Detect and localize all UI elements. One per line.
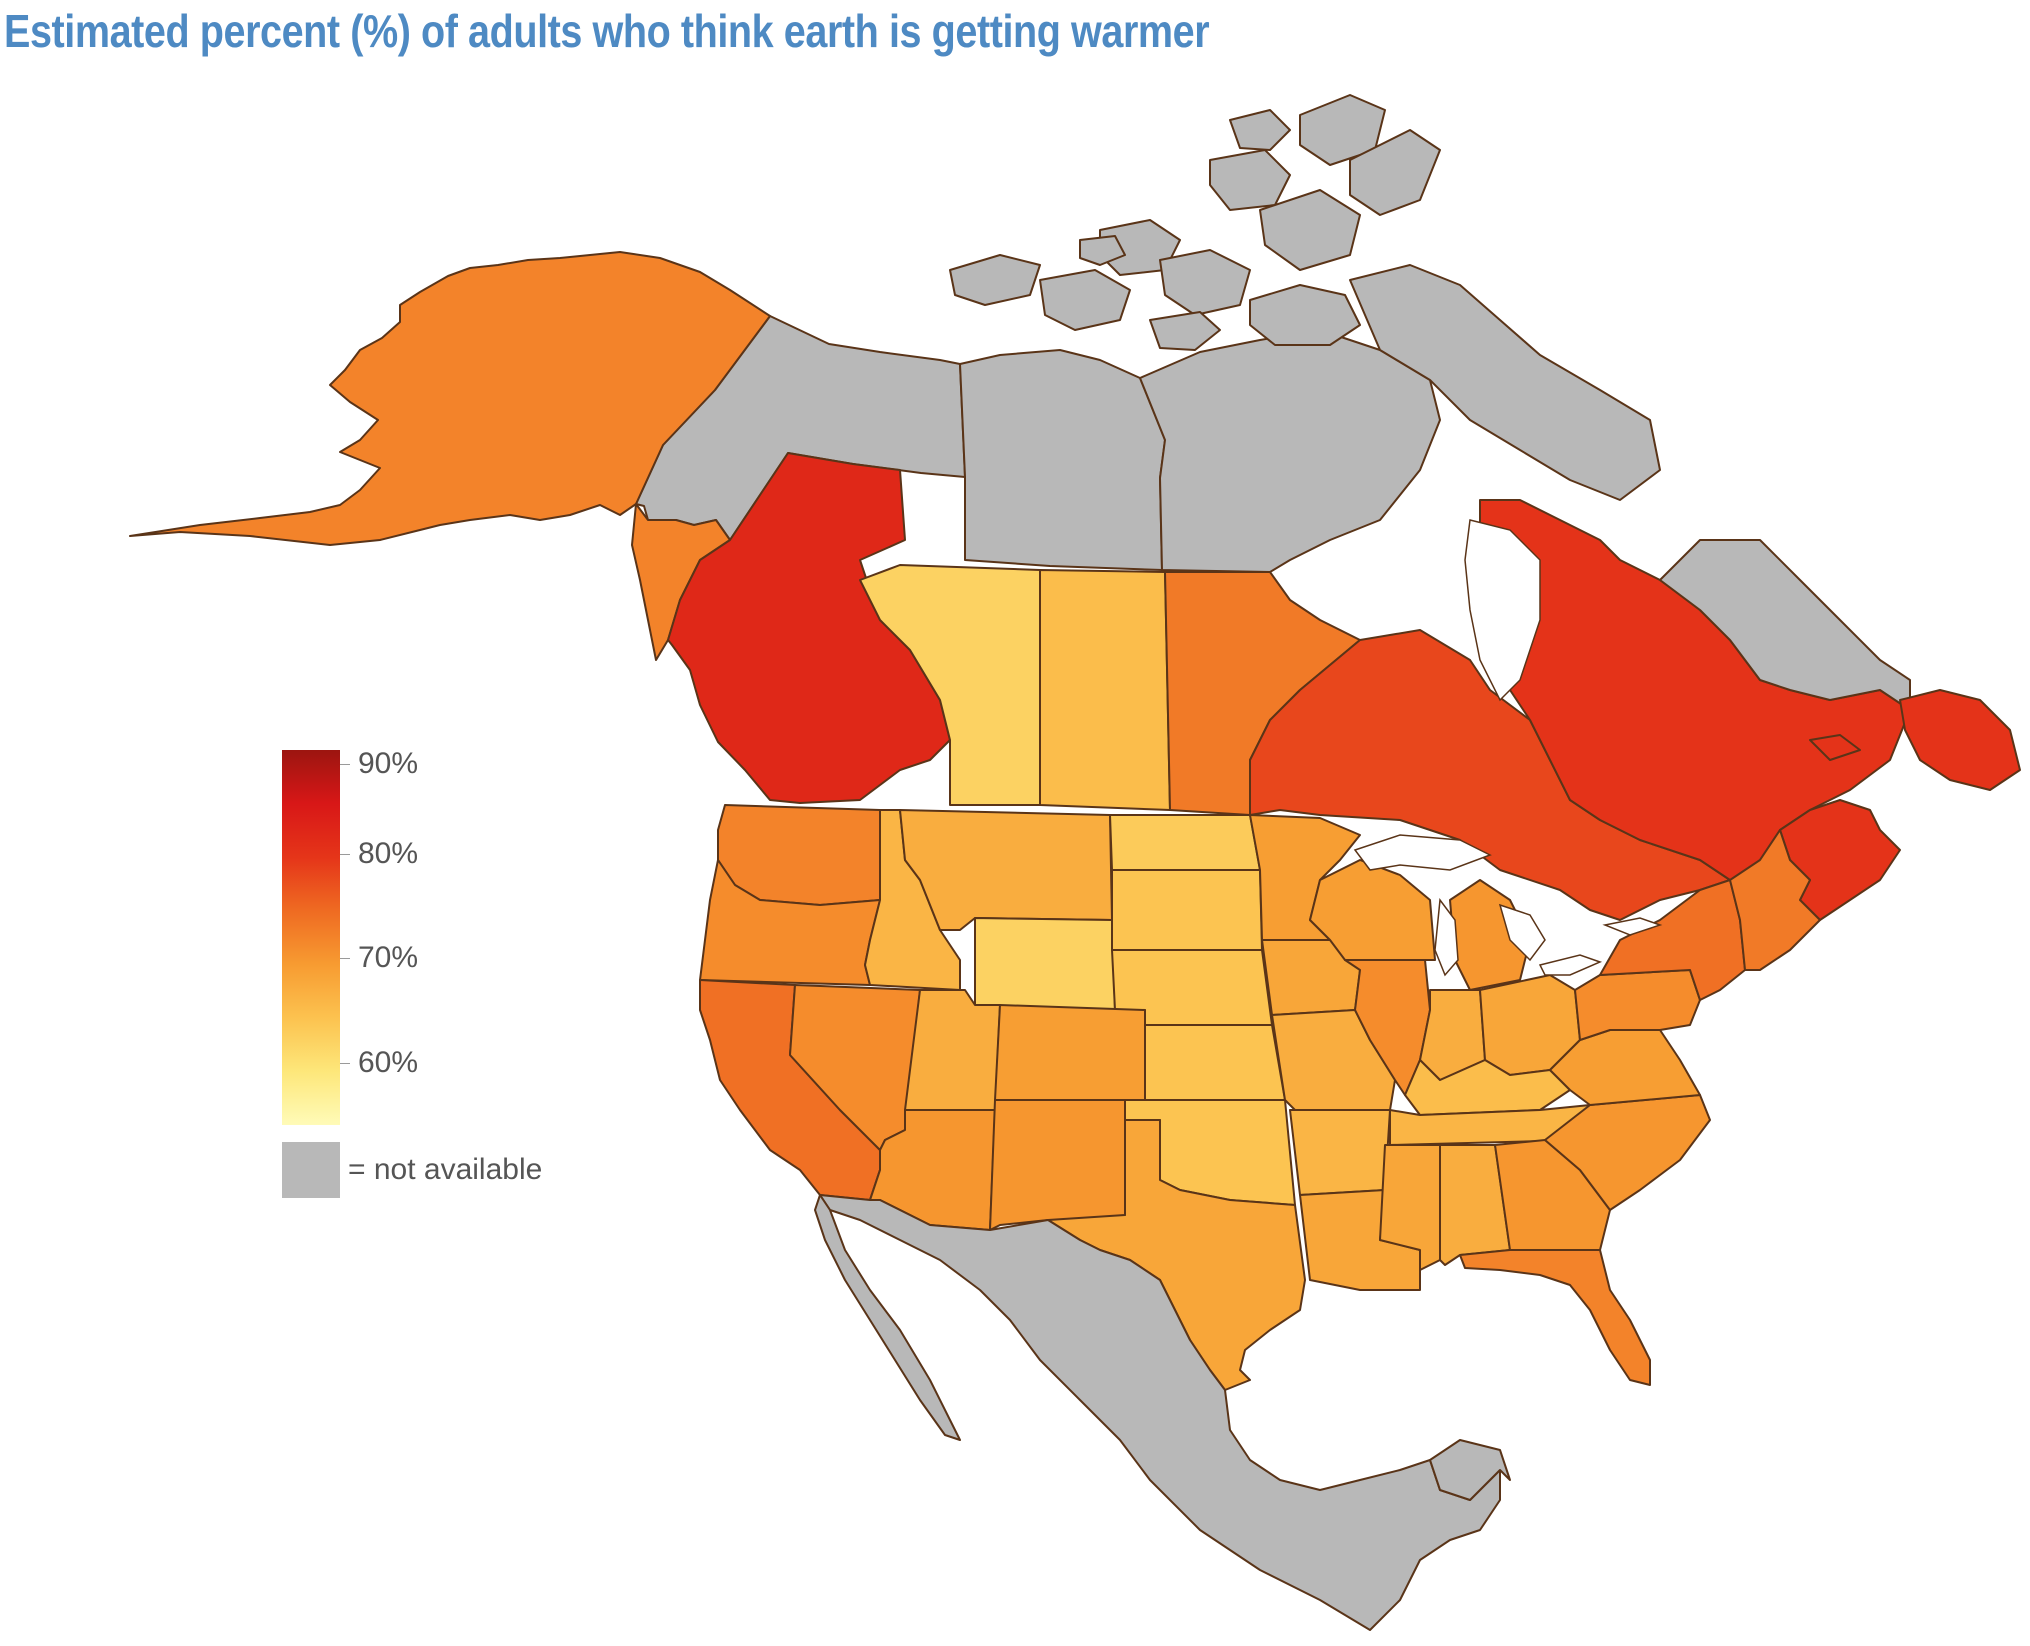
region-new-mexico [989,1099,1126,1231]
region-nwt [959,349,1166,571]
great-lakes [1353,519,1663,977]
legend-tick [340,854,350,856]
legend-color-bar [282,750,340,1125]
region-yucatan [1429,1439,1511,1501]
region-saskatchewan [1039,569,1171,811]
region-kansas [1144,1024,1286,1101]
arctic-islands [949,94,1661,501]
legend-tick-label: 90% [358,747,419,780]
legend: 90% 80% 70% 60% = not available [280,747,640,1210]
region-alaska [129,251,771,546]
region-new-england [1729,829,1821,971]
legend-not-available-swatch [282,1142,340,1198]
legend-not-available-label: = not available [348,1153,543,1186]
legend-tick-label: 60% [358,1045,419,1079]
legend-tick-label: 70% [358,941,419,975]
legend-tick [340,764,350,765]
region-colorado [994,1004,1146,1101]
region-pennsylvania [1574,969,1701,1041]
region-pei [1809,734,1861,761]
legend-tick-label: 80% [358,837,419,871]
region-arkansas [1289,1109,1391,1196]
region-wyoming [974,917,1116,1011]
region-newfoundland [1899,689,2021,791]
region-michigan [1449,879,1531,991]
region-montana [899,809,1113,931]
region-north-dakota [1109,814,1261,871]
legend-tick [340,958,350,960]
region-south-dakota [1111,869,1263,951]
region-florida [1459,1249,1651,1386]
page-title: Estimated percent (%) of adults who thin… [4,5,1210,57]
region-illinois [1344,959,1431,1096]
legend-tick [340,1062,350,1064]
region-british-columbia [667,452,951,804]
region-utah [904,989,1001,1111]
region-nunavut [1139,329,1441,573]
region-baja-california [814,1194,961,1441]
